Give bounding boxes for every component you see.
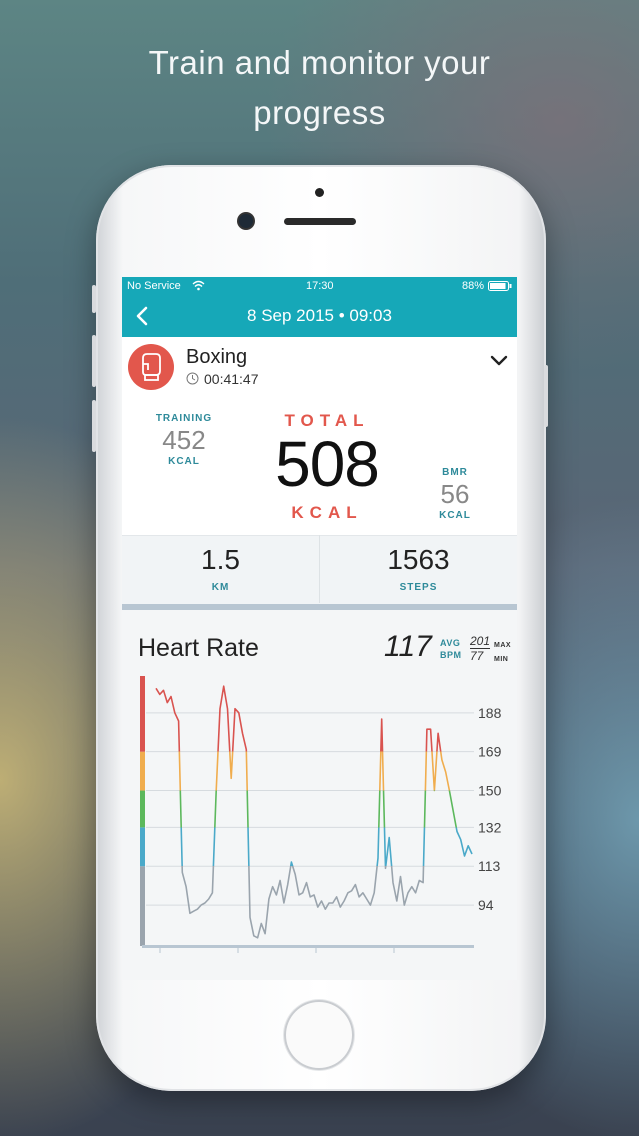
total-unit: KCAL [291,503,363,522]
chart-grid [146,712,474,906]
y-axis-labels: 94 113 132 150 169 188 [478,705,502,913]
x-axis-bar [142,945,474,948]
y-tick-label: 188 [478,705,502,721]
hr-max-value: 201 [470,634,491,648]
volume-down-button [92,400,96,452]
y-tick-label: 94 [478,897,494,913]
headline-line-1: Train and monitor your [148,44,491,81]
promo-headline: Train and monitor your progress [0,38,639,138]
distance-cell: 1.5 KM [122,536,319,604]
battery-icon [488,281,512,291]
hr-max-label: MAX [494,642,512,649]
zone-segment [140,676,145,752]
activity-name: Boxing [186,346,248,368]
zone-segment [140,866,145,946]
session-datetime: 8 Sep 2015 • 09:03 [247,306,392,325]
chevron-down-icon[interactable] [489,354,509,368]
mute-switch [92,285,96,313]
power-button [544,365,548,427]
training-unit: KCAL [168,456,200,467]
heart-rate-title: Heart Rate [138,634,259,662]
hr-min-label: MIN [494,656,509,663]
hr-avg-value: 117 [384,630,432,663]
heart-rate-chart: 94 113 132 150 169 188 [140,676,502,953]
heart-rate-line [155,685,473,939]
earpiece-speaker [284,218,356,225]
steps-cell: 1563 STEPS [320,536,517,604]
stats-divider [319,535,320,603]
hr-avg-label-1: AVG [440,638,461,648]
proximity-sensor [315,188,324,197]
volume-up-button [92,335,96,387]
y-tick-label: 113 [478,858,501,874]
clock-icon [186,372,199,385]
hr-avg-label: AVG BPM [440,637,462,661]
app-screen: No Service 17:30 88% 8 Sep 2015 • 09:03 [122,277,517,980]
training-label: TRAINING [155,413,213,424]
activity-header[interactable]: Boxing 00:41:47 [122,337,517,394]
hr-min-value: 77 [470,648,490,663]
y-tick-label: 132 [478,819,502,835]
hr-max-min: 201 77 [470,634,490,663]
zone-segment [140,790,145,828]
zone-bar [140,676,145,946]
bmr-unit: KCAL [439,510,471,521]
hr-avg-label-2: BPM [440,650,462,660]
wifi-icon [192,280,205,291]
steps-value: 1563 [387,544,450,575]
front-camera [239,214,253,228]
bmr-value: 56 [440,479,470,509]
calorie-summary: TRAINING 452 KCAL TOTAL 508 KCAL BMR 56 … [122,397,517,535]
total-kcal-value: 508 [275,428,380,500]
activity-badge [128,344,174,390]
activity-duration: 00:41:47 [204,371,259,387]
total-label: TOTAL [284,411,370,430]
headline-line-2: progress [253,94,386,131]
bmr-label: BMR [442,467,468,478]
boxing-glove-icon [142,353,161,381]
status-bar: No Service 17:30 88% [122,277,517,295]
clock-label: 17:30 [306,280,334,292]
nav-bar: 8 Sep 2015 • 09:03 [122,295,517,337]
section-separator [122,604,517,610]
steps-label: STEPS [399,582,438,593]
x-axis-ticks [159,948,395,953]
y-tick-label: 169 [478,744,502,760]
distance-value: 1.5 [201,544,240,575]
carrier-label: No Service [127,280,181,292]
training-value: 452 [162,425,206,455]
home-button[interactable] [284,1000,354,1070]
battery-percent: 88% [462,280,485,292]
distance-unit: KM [211,582,230,593]
chevron-left-icon[interactable] [132,304,154,328]
zone-segment [140,751,145,791]
zone-segment [140,827,145,867]
y-tick-label: 150 [478,783,502,799]
hr-max-min-labels: MAX MIN [494,639,511,667]
heart-rate-section: Heart Rate 117 AVG BPM 201 77 MAX MIN 94… [122,610,517,980]
